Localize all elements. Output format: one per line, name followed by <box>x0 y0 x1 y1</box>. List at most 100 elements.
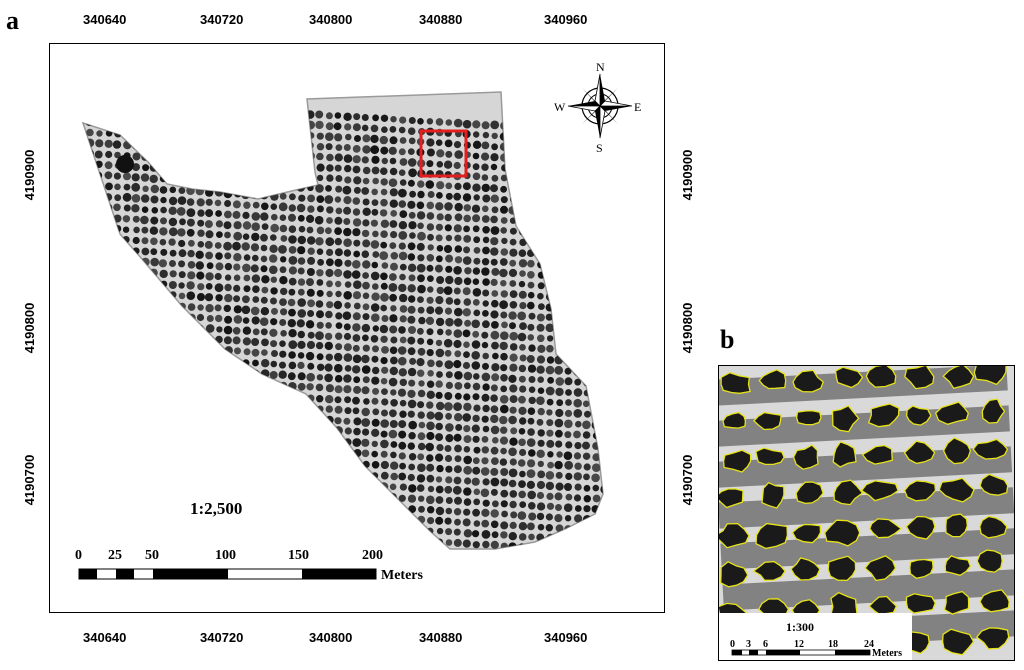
tree-canopy <box>261 286 269 294</box>
tree-canopy <box>453 465 462 474</box>
tree-canopy <box>113 382 122 390</box>
tree-canopy <box>417 401 425 409</box>
tree-canopy <box>453 161 461 170</box>
tree-canopy <box>95 360 103 368</box>
tree-canopy <box>519 448 527 457</box>
tree-canopy <box>537 376 544 384</box>
tree-canopy <box>472 393 480 401</box>
tree-canopy <box>370 134 379 144</box>
tree-canopy <box>104 161 113 170</box>
tree-canopy <box>472 457 480 465</box>
tree-canopy <box>408 420 418 430</box>
tree-canopy <box>95 181 103 189</box>
canopy-outline <box>722 411 747 429</box>
tree-canopy <box>352 502 360 510</box>
tree-canopy <box>316 310 324 319</box>
tree-canopy <box>500 500 508 508</box>
tree-canopy <box>297 487 306 497</box>
tree-canopy <box>86 380 94 388</box>
tree-canopy <box>250 516 259 525</box>
tree-canopy <box>379 209 388 217</box>
tree-canopy <box>280 235 288 242</box>
tree-canopy <box>416 484 425 492</box>
tree-canopy <box>372 408 380 416</box>
tree-canopy <box>325 353 333 361</box>
tree-canopy <box>279 276 288 285</box>
tree-canopy <box>463 425 471 433</box>
tree-canopy <box>224 442 231 449</box>
tree-canopy <box>388 377 398 387</box>
tree-canopy <box>408 168 417 178</box>
tree-canopy <box>454 382 463 390</box>
tree-canopy <box>197 241 205 248</box>
tree-canopy <box>583 190 592 199</box>
tree-canopy <box>389 483 397 491</box>
tree-canopy <box>279 433 288 443</box>
tree-canopy <box>150 111 158 119</box>
tree-canopy <box>104 434 112 442</box>
canopy-outline <box>979 589 1010 613</box>
tree-canopy <box>280 403 288 410</box>
tree-canopy <box>399 378 407 387</box>
tree-canopy <box>370 271 380 281</box>
tree-canopy <box>574 505 582 512</box>
x-tick-label: 340880 <box>419 12 463 27</box>
tree-canopy <box>490 120 500 130</box>
tree-canopy <box>371 188 379 196</box>
tree-canopy <box>83 317 85 326</box>
tree-canopy <box>426 537 434 545</box>
tree-canopy <box>427 359 435 368</box>
tree-canopy <box>481 372 491 382</box>
tree-canopy <box>150 237 158 246</box>
tree-canopy <box>481 267 490 276</box>
tree-canopy <box>390 504 397 512</box>
tree-canopy <box>573 284 581 291</box>
tree-canopy <box>289 109 296 117</box>
tree-canopy <box>500 185 507 193</box>
tree-canopy <box>186 281 195 290</box>
tree-canopy <box>196 439 206 449</box>
tree-canopy <box>371 199 379 207</box>
tree-canopy <box>233 410 242 419</box>
tree-canopy <box>132 489 139 496</box>
tree-canopy <box>224 210 232 219</box>
tree-canopy <box>601 265 603 272</box>
tree-canopy <box>565 441 573 449</box>
tree-canopy <box>132 288 140 297</box>
tree-canopy <box>443 338 453 348</box>
tree-canopy <box>224 388 233 398</box>
tree-canopy <box>113 214 122 223</box>
tree-canopy <box>214 242 222 249</box>
tree-canopy <box>444 307 453 315</box>
scale-ratio-b: 1:300 <box>786 620 814 634</box>
tree-canopy <box>389 242 397 250</box>
tree-canopy <box>564 336 573 345</box>
tree-canopy <box>260 390 269 399</box>
tree-canopy <box>344 554 352 562</box>
tree-canopy <box>188 239 195 247</box>
tree-canopy <box>83 527 86 535</box>
tree-canopy <box>196 145 204 153</box>
tree-canopy <box>241 106 251 115</box>
tree-canopy <box>224 262 233 271</box>
tree-canopy <box>344 302 351 309</box>
tree-canopy <box>103 507 112 516</box>
tree-canopy <box>343 491 351 498</box>
tree-canopy <box>297 330 305 339</box>
tree-canopy <box>537 165 546 174</box>
tree-canopy <box>169 470 177 477</box>
tree-canopy <box>453 476 462 485</box>
tree-canopy <box>592 527 599 534</box>
tree-canopy <box>261 359 270 368</box>
tree-canopy <box>233 274 241 282</box>
tree-canopy <box>326 301 334 309</box>
tree-canopy <box>287 528 296 538</box>
tree-canopy <box>426 138 435 147</box>
tree-canopy <box>491 290 499 297</box>
tree-canopy <box>83 274 85 284</box>
tree-canopy <box>159 186 168 194</box>
tree-canopy <box>435 506 445 516</box>
tree-canopy <box>250 243 260 252</box>
tree-canopy <box>491 373 500 382</box>
scale-bar-label: 0 <box>75 548 82 563</box>
